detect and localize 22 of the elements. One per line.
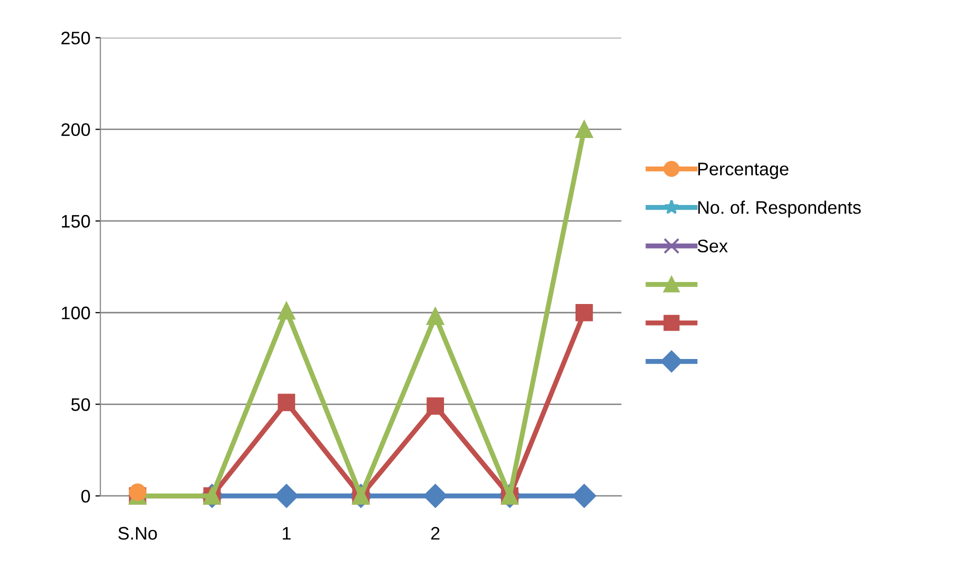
point	[572, 484, 596, 508]
legend-label: No. of. Respondents	[698, 200, 861, 218]
y-tick-label: 150	[62, 214, 90, 228]
point	[426, 308, 444, 325]
legend-label: Percentage	[698, 162, 788, 179]
point	[278, 394, 296, 412]
y-tick-label: 100	[62, 306, 90, 320]
point	[274, 484, 298, 508]
point	[423, 484, 448, 508]
x-tick-label: 1	[282, 527, 291, 540]
point	[576, 304, 593, 322]
y-tick-label: 50	[71, 398, 90, 411]
point	[576, 120, 593, 138]
point	[278, 302, 296, 320]
legend-label: Sex	[698, 240, 728, 252]
x-tick-label: 2	[431, 526, 440, 540]
x-tick-label: S.No	[118, 526, 157, 540]
point	[426, 397, 444, 415]
point	[128, 484, 146, 501]
y-tick-label: 200	[61, 123, 90, 136]
y-tick-label: 250	[61, 32, 90, 44]
y-tick-label: 0	[81, 490, 90, 503]
